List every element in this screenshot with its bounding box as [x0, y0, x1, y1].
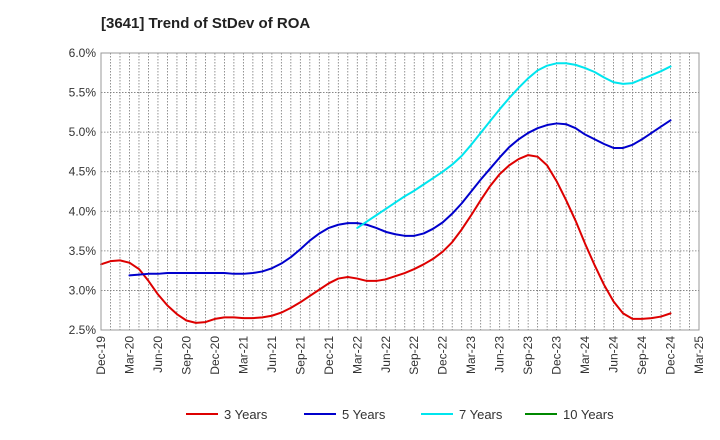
series-line-7-years	[356, 62, 672, 229]
x-tick-label: Mar-23	[464, 336, 478, 374]
x-tick-label: Sep-23	[521, 336, 535, 375]
legend-label: 7 Years	[459, 407, 503, 422]
x-tick-label: Dec-22	[436, 336, 450, 375]
x-tick-label: Sep-21	[293, 336, 307, 375]
grid-lines	[101, 53, 699, 330]
y-axis-ticks: 2.5% 3.0% 3.5% 4.0% 4.5% 5.0% 5.5% 6.0%	[69, 46, 97, 337]
y-tick-label: 2.5%	[69, 323, 97, 337]
legend-label: 5 Years	[342, 407, 386, 422]
plot-area	[101, 53, 699, 330]
x-tick-label: Mar-22	[350, 336, 364, 374]
x-tick-label: Jun-22	[379, 336, 393, 373]
x-tick-label: Mar-21	[236, 336, 250, 374]
x-tick-label: Jun-21	[265, 336, 279, 373]
series-line-5-years	[128, 119, 672, 277]
x-tick-label: Jun-23	[493, 336, 507, 373]
x-tick-label: Mar-20	[122, 336, 136, 374]
legend: 3 Years 5 Years 7 Years 10 Years	[186, 407, 614, 422]
x-tick-label: Sep-20	[179, 336, 193, 375]
series-line-3-years	[100, 154, 672, 324]
x-tick-label: Mar-25	[692, 336, 706, 374]
y-tick-label: 4.5%	[69, 165, 97, 179]
x-tick-label: Dec-24	[664, 336, 678, 375]
y-tick-label: 3.0%	[69, 283, 97, 297]
x-tick-label: Dec-20	[208, 336, 222, 375]
x-tick-label: Dec-23	[550, 336, 564, 375]
x-tick-label: Mar-24	[578, 336, 592, 374]
x-tick-label: Sep-22	[407, 336, 421, 375]
legend-label: 3 Years	[224, 407, 268, 422]
series-lines	[100, 62, 672, 324]
y-tick-label: 6.0%	[69, 46, 97, 60]
legend-label: 10 Years	[563, 407, 614, 422]
y-tick-label: 5.0%	[69, 125, 97, 139]
x-tick-label: Jun-20	[151, 336, 165, 373]
chart-title: [3641] Trend of StDev of ROA	[101, 15, 311, 32]
x-tick-label: Dec-21	[322, 336, 336, 375]
y-tick-label: 4.0%	[69, 204, 97, 218]
plot-frame	[100, 52, 700, 331]
x-tick-label: Dec-19	[94, 336, 108, 375]
y-tick-label: 5.5%	[69, 86, 97, 100]
y-tick-label: 3.5%	[69, 244, 97, 258]
x-tick-label: Jun-24	[607, 336, 621, 373]
x-axis-ticks: Dec-19 Mar-20 Jun-20 Sep-20 Dec-20 Mar-21 Jun-…	[94, 336, 706, 375]
x-tick-label: Sep-24	[635, 336, 649, 375]
